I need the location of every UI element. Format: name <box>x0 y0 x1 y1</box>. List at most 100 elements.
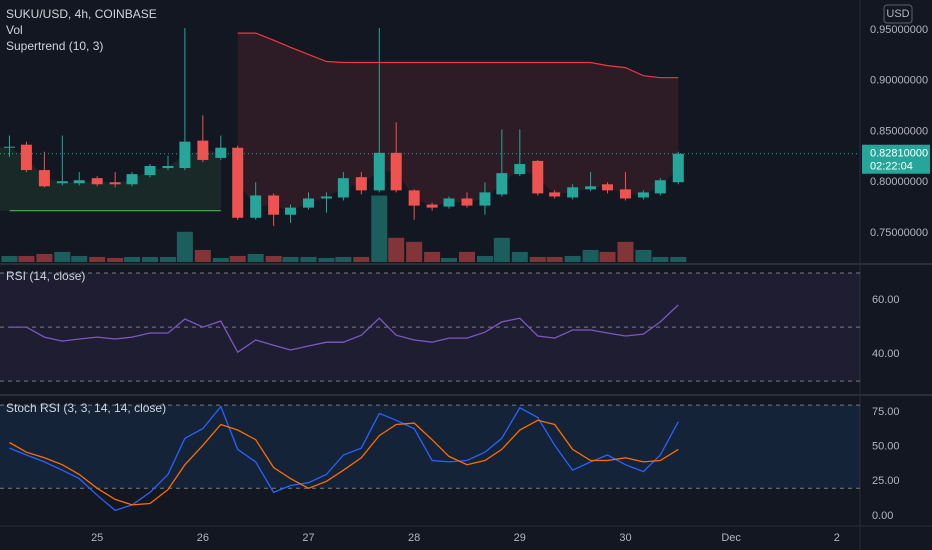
volume-bar <box>282 256 299 262</box>
trend-fill <box>0 147 221 211</box>
x-tick-label: 26 <box>197 532 209 544</box>
candle-body <box>496 173 508 195</box>
candle-body <box>461 198 473 206</box>
volume-legend[interactable]: Vol <box>6 23 23 37</box>
candle-body <box>337 178 349 198</box>
volume-bar <box>71 255 88 262</box>
volume-bar <box>424 251 441 262</box>
volume-bar <box>476 255 493 262</box>
volume-bar <box>635 249 652 262</box>
candle-body <box>56 181 68 184</box>
candle-body <box>408 190 420 206</box>
x-tick-label: 2 <box>834 532 840 544</box>
volume-bar <box>458 251 475 262</box>
band-fill <box>0 405 860 489</box>
volume-bar <box>371 195 388 262</box>
candle-body <box>567 187 579 198</box>
candle-body <box>38 170 50 187</box>
symbol-title[interactable]: SUKU/USD, 4h, COINBASE <box>6 7 157 21</box>
candle-body <box>637 192 649 198</box>
y-tick-label: 50.00 <box>872 441 900 453</box>
candle-body <box>479 192 491 206</box>
y-tick-label: 0.75000000 <box>870 227 928 239</box>
volume-bar <box>617 241 634 262</box>
x-tick-label: Dec <box>721 532 741 544</box>
candle-body <box>144 166 156 176</box>
candle-body <box>268 195 280 215</box>
volume-bar <box>229 255 246 262</box>
volume-bar <box>89 256 106 262</box>
candle-body <box>549 192 561 197</box>
volume-bar <box>36 253 53 262</box>
candle-body <box>179 141 191 169</box>
band-fill <box>0 273 860 382</box>
y-tick-label: 0.80000000 <box>870 176 928 188</box>
volume-bar <box>194 249 211 262</box>
candle-body <box>443 198 455 207</box>
y-tick-label: 75.00 <box>872 406 900 418</box>
candle-body <box>514 163 526 175</box>
x-tick-label: 25 <box>91 532 103 544</box>
x-tick-label: 27 <box>302 532 314 544</box>
candle-body <box>73 180 85 184</box>
indicator-line <box>9 419 679 506</box>
volume-bar <box>406 241 423 262</box>
bar-countdown: 02:22:04 <box>870 161 913 173</box>
volume-bar <box>142 256 159 262</box>
currency-button[interactable] <box>883 4 913 24</box>
y-tick-label: 0.95000000 <box>870 24 928 36</box>
volume-bar <box>564 255 581 262</box>
labels: SUKU/USD, 4h, COINBASE Vol Supertrend (1… <box>6 4 930 544</box>
candle-body <box>250 195 262 218</box>
candle-body <box>601 184 613 191</box>
volume-bar <box>353 256 370 262</box>
candle-body <box>355 177 367 191</box>
volume-bar <box>107 257 124 262</box>
candle-body <box>162 166 174 169</box>
volume-bar <box>670 256 687 262</box>
plot-area <box>0 28 860 512</box>
volume-bar <box>159 256 176 262</box>
candle-body <box>285 207 297 215</box>
volume-bar <box>388 237 405 262</box>
volume-bar <box>54 251 71 262</box>
candle-body <box>619 189 631 199</box>
candle-body <box>585 186 597 190</box>
last-price-badge <box>862 144 930 174</box>
candle-body <box>303 198 315 208</box>
volume-bar <box>124 256 141 262</box>
candle-body <box>654 180 666 194</box>
candle-body <box>390 152 402 191</box>
y-tick-label: 0.90000000 <box>870 75 928 87</box>
x-tick-label: 30 <box>619 532 631 544</box>
rsi-legend[interactable]: RSI (14, close) <box>6 269 85 283</box>
supertrend-legend[interactable]: Supertrend (10, 3) <box>6 39 103 53</box>
currency-label[interactable]: USD <box>886 8 909 20</box>
volume-bar <box>335 256 352 262</box>
x-tick-label: 29 <box>514 532 526 544</box>
candle-body <box>109 182 121 185</box>
stoch-rsi-legend[interactable]: Stoch RSI (3, 3, 14, 14, close) <box>6 401 166 415</box>
trend-fill <box>237 33 679 212</box>
volume-bar <box>318 257 335 262</box>
y-tick-label: 0.85000000 <box>870 125 928 137</box>
y-tick-label: 60.00 <box>872 294 900 306</box>
volume-bar <box>582 249 599 262</box>
indicator-line <box>9 304 679 354</box>
supertrend-line <box>237 32 679 79</box>
candle-body <box>532 160 544 194</box>
candle-body <box>197 140 209 160</box>
volume-bar <box>1 255 18 262</box>
volume-bar <box>546 256 563 262</box>
last-price-label: 0.82810000 <box>870 148 928 160</box>
x-tick-label: 28 <box>408 532 420 544</box>
candle-body <box>91 178 103 185</box>
volume-bar <box>493 237 510 262</box>
candle-body <box>215 147 227 158</box>
volume-bar <box>247 253 264 262</box>
volume-bar <box>176 231 193 262</box>
y-tick-label: 40.00 <box>872 348 900 360</box>
candle-body <box>4 146 16 148</box>
